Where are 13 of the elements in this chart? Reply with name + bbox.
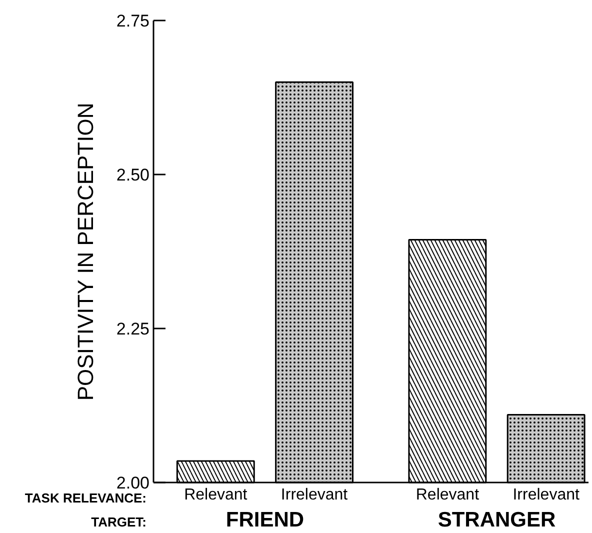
x-tick-label: Irrelevant	[280, 486, 348, 504]
y-tick-label: 2.25	[116, 320, 150, 338]
x-tick-label: Irrelevant	[512, 486, 580, 504]
x-tick-label: Relevant	[416, 486, 480, 504]
x-tick-label: Relevant	[184, 486, 248, 504]
y-axis-title: POSITIVITY IN PERCEPTION	[73, 102, 98, 401]
y-tick-label: 2.00	[116, 474, 150, 492]
y-tick-label: 2.50	[116, 166, 150, 184]
text: TASK RELEVANCE:	[24, 490, 146, 506]
text: FRIEND	[226, 508, 304, 532]
text: TARGET:	[91, 514, 147, 530]
y-tick-label: 2.75	[116, 12, 150, 30]
text: STRANGER	[438, 508, 556, 532]
